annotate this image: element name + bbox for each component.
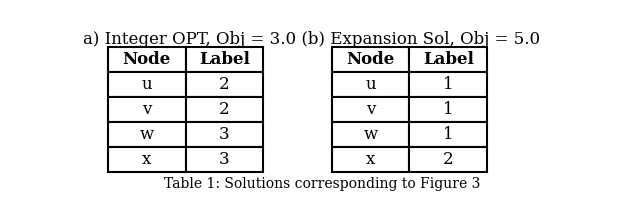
- Text: 2: 2: [219, 76, 230, 93]
- Bar: [108, 72, 186, 97]
- Text: 2: 2: [443, 151, 453, 168]
- Text: Node: Node: [347, 51, 394, 68]
- Text: v: v: [142, 101, 151, 118]
- Text: v: v: [366, 101, 375, 118]
- Bar: [332, 122, 409, 147]
- Text: Label: Label: [199, 51, 250, 68]
- Text: u: u: [365, 76, 376, 93]
- Text: 1: 1: [443, 76, 453, 93]
- Bar: [409, 122, 487, 147]
- Bar: [108, 147, 186, 172]
- Bar: [186, 97, 264, 122]
- Bar: [409, 97, 487, 122]
- Text: Table 1: Solutions corresponding to Figure 3: Table 1: Solutions corresponding to Figu…: [164, 177, 480, 191]
- Text: w: w: [139, 126, 154, 143]
- Bar: [332, 97, 409, 122]
- Text: a) Integer OPT, Obj = 3.0 (b) Expansion Sol, Obj = 5.0: a) Integer OPT, Obj = 3.0 (b) Expansion …: [84, 31, 541, 48]
- Text: x: x: [142, 151, 151, 168]
- Text: Node: Node: [122, 51, 171, 68]
- Bar: [186, 47, 264, 72]
- Text: w: w: [364, 126, 377, 143]
- Text: Label: Label: [423, 51, 474, 68]
- Bar: [332, 72, 409, 97]
- Bar: [108, 47, 186, 72]
- Text: x: x: [366, 151, 375, 168]
- Text: u: u: [141, 76, 152, 93]
- Bar: [186, 72, 264, 97]
- Bar: [409, 72, 487, 97]
- Bar: [332, 147, 409, 172]
- Bar: [409, 47, 487, 72]
- Text: 2: 2: [219, 101, 230, 118]
- Bar: [186, 147, 264, 172]
- Bar: [108, 122, 186, 147]
- Text: 1: 1: [443, 126, 453, 143]
- Bar: [108, 97, 186, 122]
- Bar: [409, 147, 487, 172]
- Text: 1: 1: [443, 101, 453, 118]
- Text: 3: 3: [219, 151, 230, 168]
- Text: 3: 3: [219, 126, 230, 143]
- Bar: [332, 47, 409, 72]
- Bar: [186, 122, 264, 147]
